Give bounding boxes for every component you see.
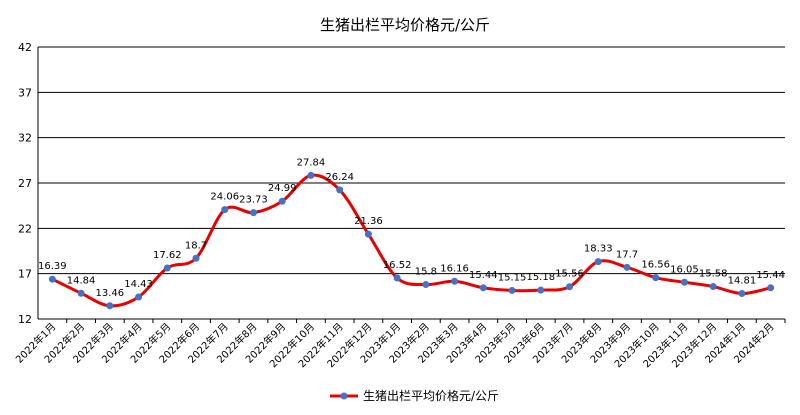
data-point (364, 230, 372, 238)
data-point (48, 275, 56, 283)
data-point (566, 283, 574, 291)
data-label: 14.84 (67, 275, 96, 286)
data-point (135, 293, 143, 301)
y-tick-label: 12 (18, 313, 32, 326)
data-label: 21.36 (354, 216, 383, 227)
y-tick-label: 22 (18, 222, 32, 235)
data-point (479, 284, 487, 292)
data-point (192, 254, 200, 262)
data-point (336, 186, 344, 194)
series-line-path (51, 173, 771, 308)
data-point (767, 284, 775, 292)
data-point (623, 263, 631, 271)
data-point (508, 286, 516, 294)
y-tick-label: 27 (18, 177, 32, 190)
legend: 生猪出栏平均价格元/公斤 (330, 388, 499, 403)
data-point (594, 258, 602, 266)
data-point (652, 274, 660, 282)
chart-title: 生猪出栏平均价格元/公斤 (320, 16, 490, 34)
data-label: 27.84 (297, 157, 326, 168)
data-label: 24.06 (210, 192, 239, 203)
data-point (307, 171, 315, 179)
data-label: 16.52 (383, 260, 412, 271)
data-label: 16.39 (38, 261, 67, 272)
y-tick-label: 37 (18, 86, 32, 99)
data-label: 15.44 (756, 270, 785, 281)
data-point (221, 206, 229, 214)
data-label: 24.99 (268, 183, 297, 194)
y-tick-label: 42 (18, 41, 32, 54)
data-point (106, 302, 114, 310)
data-label: 15.18 (526, 272, 555, 283)
data-label: 13.46 (96, 288, 125, 299)
data-label: 15.8 (415, 267, 437, 278)
data-point (278, 197, 286, 205)
data-label: 16.05 (670, 264, 699, 275)
data-label: 17.62 (153, 250, 182, 261)
data-point (680, 278, 688, 286)
data-label: 16.56 (641, 260, 670, 271)
legend-label: 生猪出栏平均价格元/公斤 (363, 388, 499, 403)
y-tick-label: 17 (18, 268, 32, 281)
data-label: 18.33 (584, 244, 613, 255)
data-point (422, 281, 430, 289)
data-label: 18.7 (185, 240, 207, 251)
data-label: 15.56 (555, 269, 584, 280)
data-label: 15.15 (498, 272, 527, 283)
data-label: 15.58 (699, 269, 728, 280)
data-point (163, 264, 171, 272)
data-point (451, 277, 459, 285)
y-tick-label: 32 (18, 132, 32, 145)
data-label: 17.7 (616, 249, 638, 260)
legend-marker-icon (340, 392, 348, 400)
data-point (249, 209, 257, 217)
data-point (77, 289, 85, 297)
axes: 12 17 22 27 32 37 42 (18, 41, 785, 326)
data-label: 14.43 (124, 279, 153, 290)
grid (38, 46, 785, 275)
data-label: 15.44 (469, 270, 498, 281)
data-label: 26.24 (325, 172, 354, 183)
data-label: 16.16 (440, 263, 469, 274)
data-point (537, 286, 545, 294)
data-point (738, 290, 746, 298)
data-label: 23.73 (239, 195, 268, 206)
data-label: 14.81 (728, 276, 757, 287)
data-point (393, 274, 401, 282)
series-line (51, 173, 771, 308)
data-point (709, 283, 717, 291)
series-points (48, 171, 775, 310)
x-axis-ticks: 2022年1月2022年2月2022年3月2022年4月2022年5月2022年… (13, 319, 786, 370)
